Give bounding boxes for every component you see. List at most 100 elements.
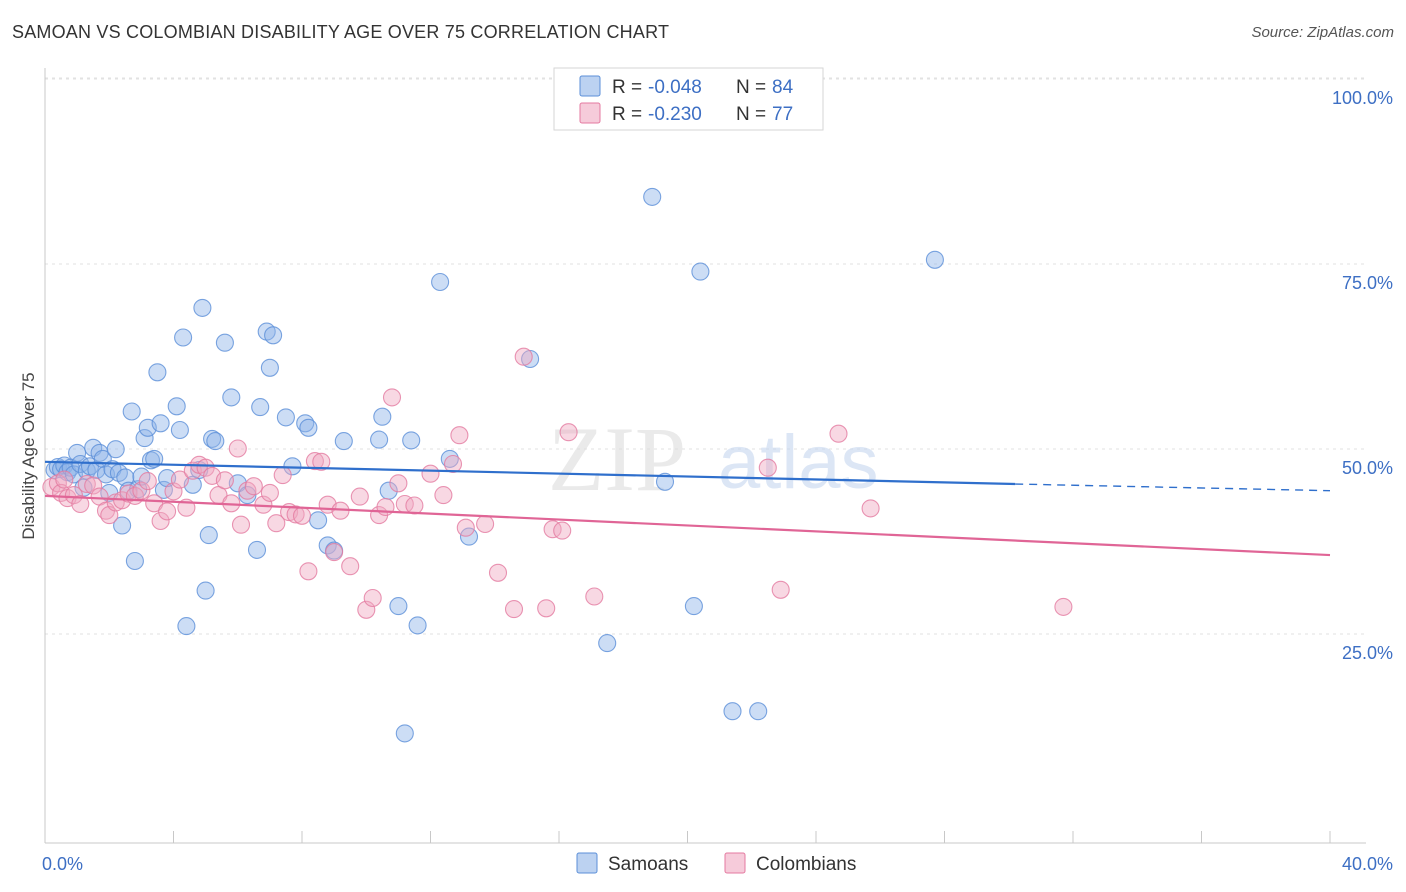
point-colombians-63	[476, 514, 495, 534]
legend-r-label-colombians: R =	[612, 104, 642, 125]
point-samoans-36	[167, 397, 186, 416]
point-samoans-39	[177, 617, 196, 636]
point-samoans-43	[196, 581, 215, 600]
point-colombians-72	[758, 458, 777, 477]
scatter-points	[42, 187, 1073, 743]
point-samoans-19	[106, 440, 125, 459]
legend: R = -0.048 N = 84 R = -0.230 N = 77	[553, 67, 824, 131]
bottom-legend-label-samoans: Samoans	[608, 854, 688, 875]
x-axis-ticks	[44, 831, 1331, 843]
point-colombians-53	[376, 497, 395, 517]
point-colombians-43	[305, 452, 324, 471]
point-colombians-40	[286, 505, 305, 524]
bottom-legend: Samoans Colombians	[576, 852, 856, 875]
point-samoans-55	[260, 358, 279, 377]
legend-r-value-samoans: -0.048	[648, 77, 702, 98]
point-samoans-50	[238, 486, 257, 505]
point-samoans-37	[170, 420, 189, 440]
point-samoans-65	[373, 407, 392, 426]
point-colombians-36	[260, 483, 279, 502]
point-samoans-59	[299, 418, 318, 437]
point-colombians-37	[267, 514, 286, 533]
point-samoans-52	[251, 398, 270, 417]
point-colombians-57	[405, 496, 424, 515]
point-samoans-7	[68, 443, 87, 462]
point-colombians-58	[421, 464, 440, 483]
point-samoans-81	[749, 702, 768, 721]
point-samoans-25	[125, 551, 144, 571]
grid-lines	[45, 77, 1366, 635]
point-samoans-69	[402, 431, 421, 450]
point-samoans-21	[113, 516, 132, 535]
point-samoans-33	[151, 414, 170, 433]
point-colombians-67	[537, 599, 556, 618]
point-samoans-77	[655, 472, 675, 491]
point-colombians-71	[585, 587, 604, 606]
legend-swatch-colombians	[579, 102, 601, 124]
point-samoans-48	[222, 388, 241, 407]
tick-labels: 25.0% 50.0% 75.0% 100.0% 0.0% 40.0%	[42, 88, 1393, 874]
point-colombians-68	[543, 520, 562, 539]
point-colombians-50	[357, 600, 376, 619]
point-colombians-31	[228, 439, 247, 458]
point-colombians-44	[312, 452, 331, 471]
point-colombians-73	[771, 580, 790, 599]
point-samoans-47	[215, 333, 234, 352]
trend-line-colombians	[44, 494, 1331, 557]
point-colombians-46	[325, 543, 344, 562]
point-colombians-38	[273, 466, 292, 485]
point-colombians-48	[341, 557, 360, 576]
legend-n-value-samoans: 84	[772, 77, 794, 98]
bottom-legend-swatch-samoans	[576, 852, 598, 874]
point-colombians-18	[145, 494, 164, 513]
point-colombians-20	[158, 502, 177, 521]
x-tick-label-0: 0.0%	[42, 854, 83, 874]
point-samoans-24	[122, 402, 141, 421]
point-samoans-71	[431, 272, 450, 292]
point-samoans-72	[440, 449, 459, 468]
chart-title: SAMOAN VS COLOMBIAN DISABILITY AGE OVER …	[12, 22, 670, 42]
point-samoans-46	[206, 432, 225, 451]
bottom-legend-label-colombians: Colombians	[756, 854, 856, 875]
point-colombians-34	[244, 477, 263, 496]
point-samoans-56	[276, 408, 295, 427]
point-colombians-22	[170, 470, 189, 489]
point-colombians-69	[553, 521, 572, 540]
trend-line-samoans-extension	[1015, 483, 1331, 492]
point-colombians-64	[488, 563, 508, 582]
point-samoans-79	[691, 262, 710, 281]
point-colombians-6	[71, 494, 90, 514]
legend-swatch-samoans	[579, 75, 601, 97]
point-colombians-70	[559, 423, 578, 442]
y-tick-label-75: 75.0%	[1342, 273, 1393, 293]
point-colombians-5	[64, 486, 83, 505]
point-colombians-54	[382, 388, 402, 407]
point-colombians-66	[514, 347, 533, 366]
point-samoans-63	[334, 432, 353, 451]
point-colombians-74	[829, 424, 848, 443]
legend-n-label-colombians: N =	[736, 104, 766, 125]
point-samoans-70	[408, 616, 427, 635]
bottom-legend-swatch-colombians	[724, 852, 746, 874]
point-samoans-80	[723, 702, 742, 721]
y-axis-label: Disability Age Over 75	[19, 372, 38, 539]
point-colombians-21	[164, 482, 183, 501]
point-samoans-60	[309, 511, 328, 530]
watermark-atlas: atlas	[718, 420, 879, 505]
point-colombians-32	[231, 515, 251, 534]
point-samoans-38	[174, 328, 193, 347]
x-tick-label-1: 40.0%	[1342, 854, 1393, 874]
point-colombians-60	[443, 454, 463, 474]
point-colombians-51	[363, 588, 382, 608]
watermark-zip: ZIP	[548, 408, 686, 510]
point-samoans-64	[370, 430, 389, 449]
point-samoans-82	[925, 250, 944, 269]
point-samoans-45	[203, 429, 222, 448]
point-samoans-42	[193, 298, 212, 317]
point-colombians-75	[861, 499, 880, 518]
y-tick-label-25: 25.0%	[1342, 643, 1393, 663]
point-samoans-28	[135, 429, 154, 448]
point-colombians-3	[55, 470, 74, 489]
point-samoans-51	[247, 540, 267, 559]
